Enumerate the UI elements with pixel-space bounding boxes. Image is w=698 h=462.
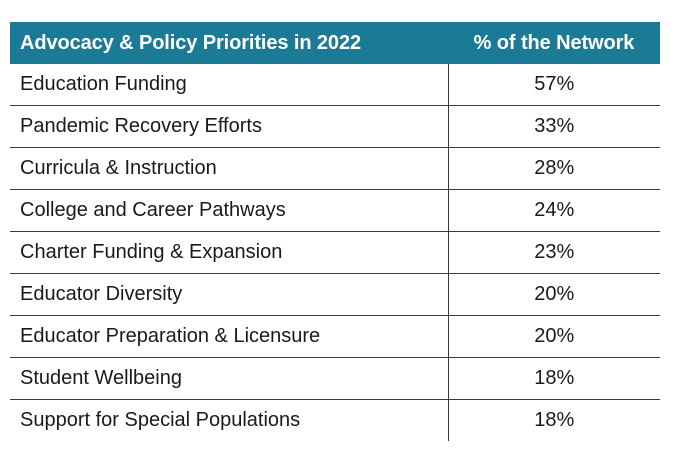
priority-label: College and Career Pathways: [10, 189, 449, 232]
percent-value: 28%: [448, 147, 660, 190]
header-priority: Advocacy & Policy Priorities in 2022: [10, 22, 448, 64]
percent-value: 57%: [448, 64, 660, 106]
table-body: Education Funding 57% Pandemic Recovery …: [10, 64, 660, 441]
table-row: Educator Preparation & Licensure 20%: [10, 315, 660, 358]
priority-label: Curricula & Instruction: [10, 147, 449, 190]
table-row: Charter Funding & Expansion 23%: [10, 231, 660, 274]
table-row: College and Career Pathways 24%: [10, 189, 660, 232]
header-percent: % of the Network: [448, 22, 660, 64]
percent-value: 20%: [448, 273, 660, 316]
table-row: Educator Diversity 20%: [10, 273, 660, 316]
percent-value: 20%: [448, 315, 660, 358]
header-row: Advocacy & Policy Priorities in 2022 % o…: [10, 22, 660, 64]
percent-value: 18%: [448, 357, 660, 400]
table-row: Pandemic Recovery Efforts 33%: [10, 105, 660, 148]
table-row: Student Wellbeing 18%: [10, 357, 660, 400]
table-row: Curricula & Instruction 28%: [10, 147, 660, 190]
priority-label: Educator Preparation & Licensure: [10, 315, 449, 358]
priority-label: Charter Funding & Expansion: [10, 231, 449, 274]
table-header: Advocacy & Policy Priorities in 2022 % o…: [10, 22, 660, 64]
priorities-table: Advocacy & Policy Priorities in 2022 % o…: [10, 22, 660, 441]
priority-label: Education Funding: [10, 64, 449, 106]
percent-value: 33%: [448, 105, 660, 148]
percent-value: 24%: [448, 189, 660, 232]
table-row: Support for Special Populations 18%: [10, 399, 660, 441]
percent-value: 18%: [534, 409, 575, 431]
percent-value: 23%: [448, 231, 660, 274]
priorities-table-container: Advocacy & Policy Priorities in 2022 % o…: [10, 22, 660, 441]
priority-label: Student Wellbeing: [10, 357, 449, 400]
priority-label: Educator Diversity: [10, 273, 449, 316]
priority-label: Support for Special Populations: [10, 399, 449, 441]
table-row: Education Funding 57%: [10, 64, 660, 106]
priority-label: Pandemic Recovery Efforts: [10, 105, 449, 148]
